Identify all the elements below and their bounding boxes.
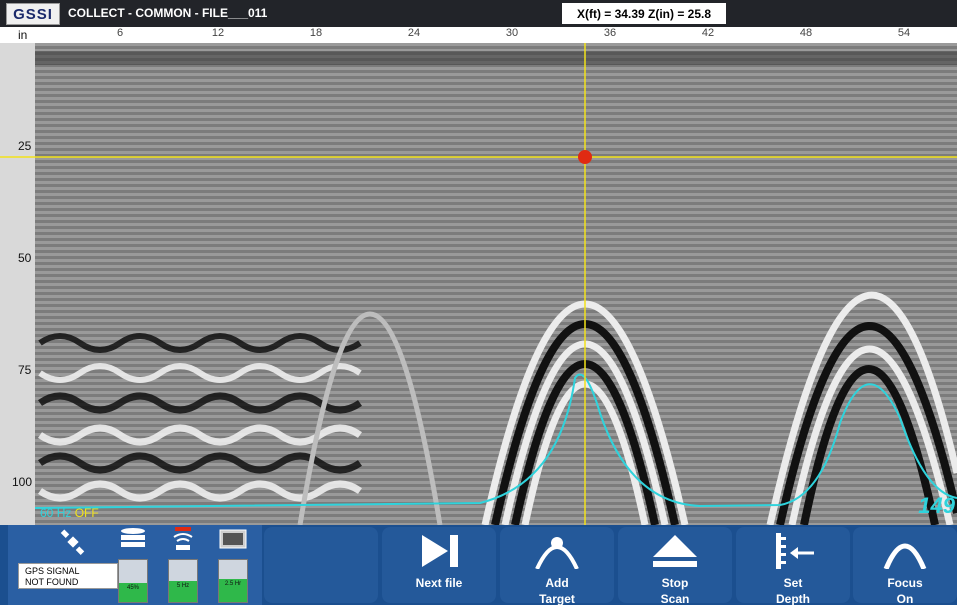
depth-label: 50 xyxy=(18,251,32,265)
ruler-tick: 42 xyxy=(701,27,715,39)
depth-label: 25 xyxy=(18,139,32,153)
hyperbola-target-icon xyxy=(535,537,579,569)
focus-arch-icon xyxy=(883,543,927,569)
gssi-logo: GSSI xyxy=(6,3,60,25)
horizontal-ruler: in 6 12 18 24 30 36 42 48 54 xyxy=(0,27,957,44)
signal-level: 5 Hz xyxy=(168,559,198,603)
ruler-tick: 54 xyxy=(897,27,911,39)
ruler-tick: 6 xyxy=(116,27,124,39)
next-file-label: Next file xyxy=(415,576,463,590)
filter-unit: Hz xyxy=(56,506,72,520)
signal-fill: 5 Hz xyxy=(169,581,197,602)
status-panel: GPS SIGNAL NOT FOUND 45% 5 Hz xyxy=(8,525,262,605)
add-target-button[interactable]: Add Target xyxy=(500,527,614,606)
focus-on-label: Focus On xyxy=(887,576,923,606)
battery-level: 2.5 Hr xyxy=(218,559,248,603)
antenna-signal-icon xyxy=(173,527,193,550)
filter-value: 60 xyxy=(40,506,54,520)
stop-scan-button[interactable]: Stop Scan xyxy=(618,527,732,606)
ruler-tick: 36 xyxy=(603,27,617,39)
battery-fill: 2.5 Hr xyxy=(219,578,247,602)
skip-next-icon xyxy=(422,535,458,567)
radar-scan-view[interactable]: 25 50 75 100 60 Hz OFF 149 xyxy=(0,43,957,525)
bottom-toolbar: GPS SIGNAL NOT FOUND 45% 5 Hz xyxy=(0,525,957,606)
signal-gauge: 5 Hz xyxy=(168,527,198,603)
storage-level: 45% xyxy=(118,559,148,603)
radargram xyxy=(0,43,957,525)
clutter-region xyxy=(37,333,363,502)
battery-icon xyxy=(219,529,247,549)
window-title: COLLECT - COMMON - FILE___011 xyxy=(68,6,268,20)
ruler-tick: 24 xyxy=(407,27,421,39)
empty-button-slot xyxy=(264,527,378,603)
gps-status-text: GPS SIGNAL NOT FOUND xyxy=(18,563,118,589)
battery-gauge: 2.5 Hr xyxy=(218,527,248,603)
target-hyperbola-right xyxy=(766,291,957,525)
title-bar: GSSI COLLECT - COMMON - FILE___011 X(ft)… xyxy=(0,0,957,27)
faint-hyperbola xyxy=(297,311,443,525)
ruler-tick: 18 xyxy=(309,27,323,39)
depth-label: 100 xyxy=(12,475,33,489)
cursor-readout: X(ft) = 34.39 Z(in) = 25.8 xyxy=(562,3,726,24)
add-target-label: Add Target xyxy=(539,576,575,606)
eject-icon xyxy=(653,535,697,567)
ruler-tick: 30 xyxy=(505,27,519,39)
next-file-button[interactable]: Next file xyxy=(382,527,496,603)
depth-arrow-icon xyxy=(776,533,814,569)
signal-trace xyxy=(34,373,957,509)
ruler-tick: 48 xyxy=(799,27,813,39)
storage-fill: 45% xyxy=(119,583,147,602)
surface-reflection xyxy=(35,51,957,65)
filter-state: OFF xyxy=(74,506,99,520)
scan-count: 149 xyxy=(918,493,955,518)
database-icon xyxy=(121,528,145,547)
depth-axis-panel xyxy=(0,43,35,525)
satellite-icon xyxy=(60,529,85,555)
storage-gauge: 45% xyxy=(118,527,148,603)
depth-unit-label: in xyxy=(18,28,28,42)
depth-label: 75 xyxy=(18,363,32,377)
target-marker xyxy=(578,150,592,164)
set-depth-button[interactable]: Set Depth xyxy=(736,527,850,606)
ruler-tick: 12 xyxy=(211,27,225,39)
filter-mode-label: 60 Hz OFF xyxy=(40,506,99,520)
focus-on-button[interactable]: Focus On xyxy=(853,527,957,606)
set-depth-label: Set Depth xyxy=(776,576,810,606)
stop-scan-label: Stop Scan xyxy=(660,576,690,606)
